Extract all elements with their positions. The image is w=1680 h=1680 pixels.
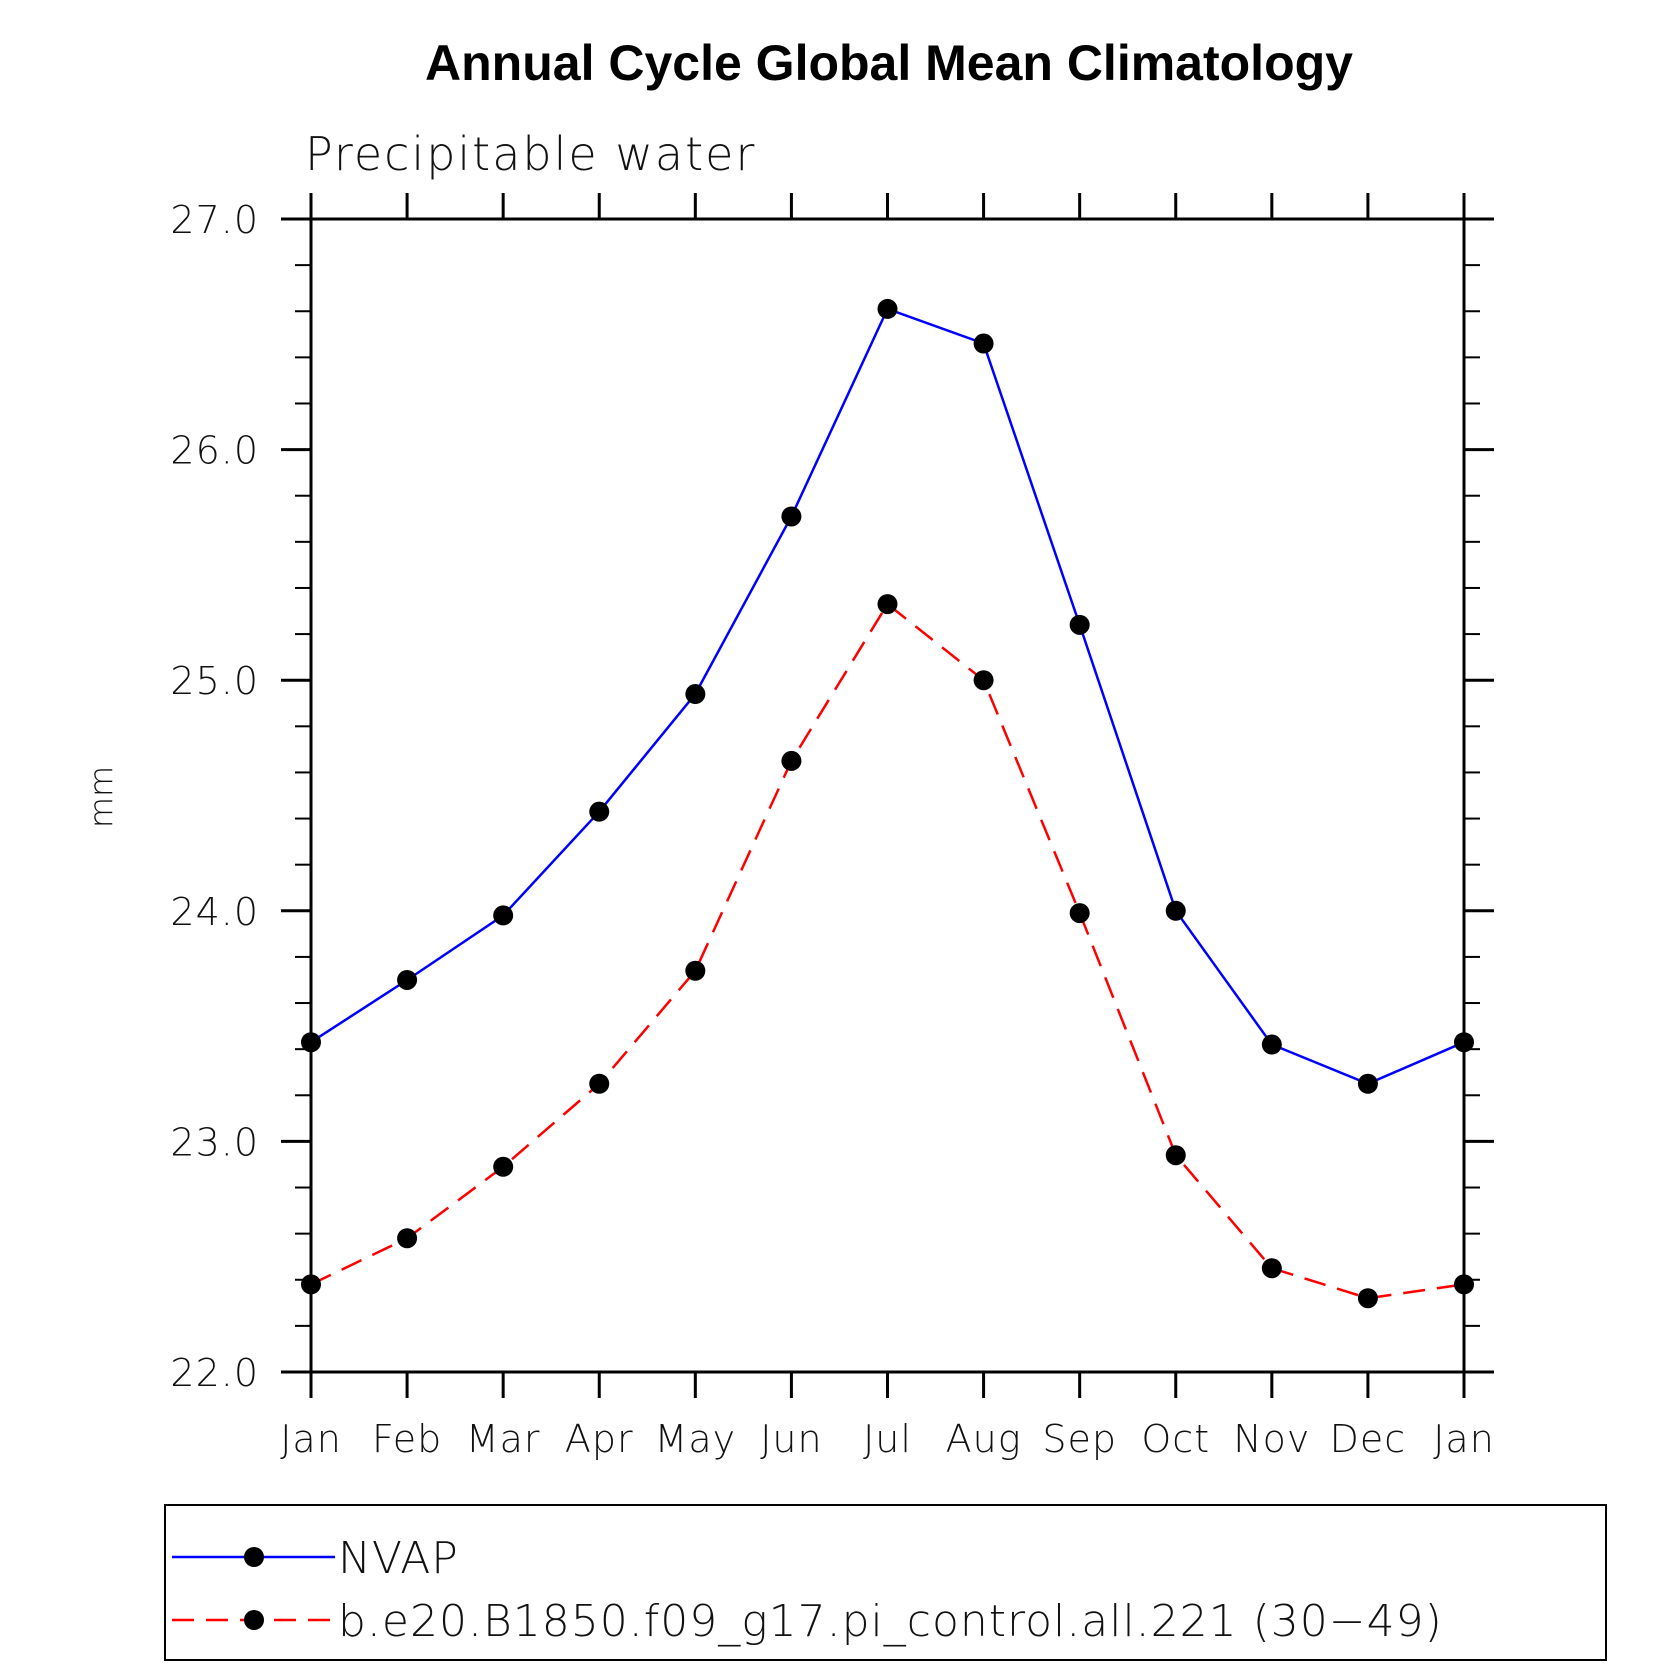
x-tick-label: Aug xyxy=(946,1417,1022,1461)
chart-title: Annual Cycle Global Mean Climatology xyxy=(425,35,1353,91)
x-tick-label: Oct xyxy=(1141,1417,1210,1461)
x-tick-label: Feb xyxy=(372,1417,442,1461)
x-tick-labels: Jan Feb Mar Apr May Jun Jul Aug Sep Oct Nov Dec Jan xyxy=(280,1417,1495,1461)
legend-label-1: NVAP xyxy=(338,1533,459,1584)
data-point xyxy=(1069,614,1090,635)
data-point xyxy=(1261,1034,1282,1055)
data-point xyxy=(877,298,898,319)
data-point xyxy=(685,684,706,705)
data-point xyxy=(397,1228,418,1249)
legend-marker-2 xyxy=(244,1610,264,1630)
data-point xyxy=(973,670,994,691)
plot-frame xyxy=(309,217,1466,1374)
series-layer xyxy=(301,298,1474,1309)
y-tick-label: 24.0 xyxy=(170,890,259,934)
x-tick-label: Jun xyxy=(760,1417,822,1461)
data-point xyxy=(685,960,706,981)
data-point xyxy=(973,333,994,354)
y-tick-label: 27.0 xyxy=(170,198,259,242)
data-point xyxy=(877,594,898,615)
legend-marker-1 xyxy=(244,1547,264,1567)
y-axis-label: mm xyxy=(82,766,120,828)
data-point xyxy=(301,1274,321,1295)
x-tick-label: May xyxy=(655,1417,737,1461)
chart-subtitle: Precipitable water xyxy=(305,127,756,181)
x-tick-label: Dec xyxy=(1330,1417,1407,1461)
data-point xyxy=(781,506,802,527)
data-point xyxy=(493,905,514,926)
data-point xyxy=(1261,1258,1282,1279)
data-point xyxy=(1357,1073,1378,1094)
data-point xyxy=(1357,1288,1378,1309)
series-line-2 xyxy=(310,602,1465,1300)
data-point xyxy=(493,1156,514,1177)
data-point xyxy=(589,801,610,822)
legend-label-2: b.e20.B1850.f09_g17.pi_control.all.221 (… xyxy=(338,1596,1443,1647)
data-point xyxy=(1454,1274,1474,1295)
data-point xyxy=(1165,900,1186,921)
x-tick-label: Sep xyxy=(1042,1417,1117,1461)
y-tick-label: 26.0 xyxy=(170,429,259,473)
y-tick-label: 23.0 xyxy=(170,1120,259,1164)
data-point xyxy=(781,750,802,771)
y-tick-labels: 22.0 23.0 24.0 25.0 26.0 27.0 xyxy=(170,198,259,1395)
series-line-1 xyxy=(310,307,1465,1086)
y-tick-label: 22.0 xyxy=(170,1351,259,1395)
legend-box xyxy=(164,1504,1607,1661)
data-point xyxy=(301,1032,321,1053)
x-tick-label: Mar xyxy=(466,1417,541,1461)
y-tick-label: 25.0 xyxy=(170,659,259,703)
data-point xyxy=(1454,1032,1474,1053)
x-tick-label: Jan xyxy=(1433,1417,1495,1461)
data-point xyxy=(1165,1145,1186,1166)
data-point xyxy=(589,1073,610,1094)
x-tick-label: Jul xyxy=(863,1417,912,1461)
axis-ticks xyxy=(281,193,1494,1398)
legend: NVAP b.e20.B1850.f09_g17.pi_control.all.2… xyxy=(164,1504,1607,1661)
data-point xyxy=(1069,903,1090,924)
x-tick-label: Apr xyxy=(565,1417,634,1461)
x-tick-label: Nov xyxy=(1233,1417,1310,1461)
data-point xyxy=(397,969,418,990)
x-tick-label: Jan xyxy=(280,1417,342,1461)
